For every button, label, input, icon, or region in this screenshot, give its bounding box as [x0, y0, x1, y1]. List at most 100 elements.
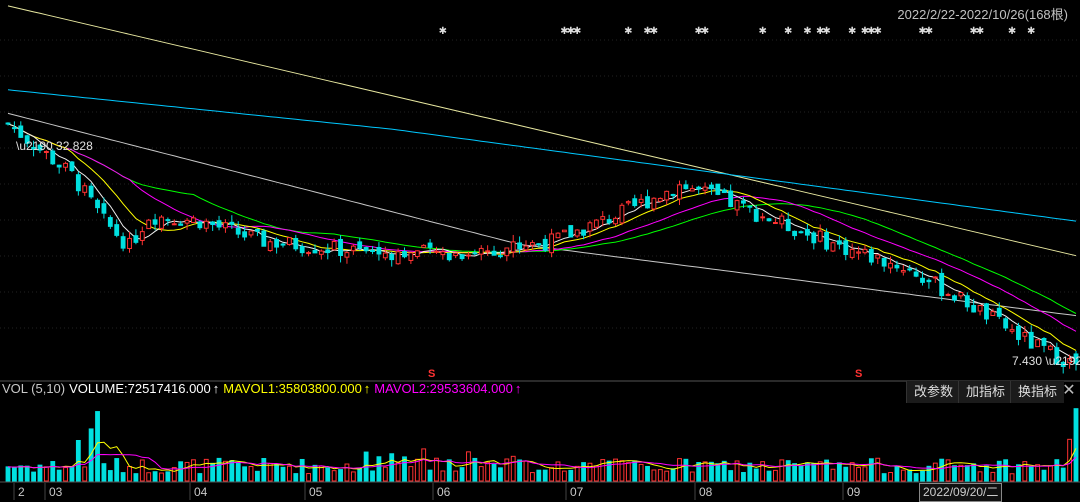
event-marker: ✱ — [867, 26, 875, 37]
candle-body — [1016, 325, 1021, 340]
volume-bar — [171, 467, 177, 482]
volume-bar — [702, 461, 708, 482]
candle-body — [952, 295, 957, 301]
volume-bar — [683, 458, 689, 482]
volume-bar — [932, 462, 938, 482]
volume-bar — [657, 469, 663, 482]
volume-bar — [338, 469, 343, 482]
date-range-label: 2022/2/22-2022/10/26(168根) — [897, 7, 1068, 22]
candle-body — [427, 242, 433, 248]
volume-bar — [977, 471, 983, 482]
event-marker: ✱ — [560, 26, 568, 37]
candle-body — [945, 293, 951, 296]
candle-body — [280, 243, 286, 246]
volume-bar — [197, 473, 203, 482]
volume-bar — [881, 473, 887, 482]
candle-body — [785, 218, 791, 232]
candle-body — [600, 216, 606, 220]
axis-label: 04 — [194, 485, 208, 499]
candle-body — [498, 255, 503, 258]
event-marker: ✱ — [567, 26, 575, 37]
volume-bar — [536, 469, 542, 482]
candle-body — [881, 257, 887, 267]
candle-body — [875, 254, 881, 259]
volume-bar — [63, 467, 68, 482]
candle-body — [459, 254, 465, 260]
volume-bar — [561, 470, 567, 482]
candle-body — [318, 250, 324, 255]
volume-bar — [466, 451, 471, 482]
volume-bar — [1041, 469, 1047, 482]
volume-bars — [5, 408, 1079, 482]
volume-bar — [568, 469, 574, 482]
candle-body — [312, 249, 318, 254]
volume-bar — [242, 466, 248, 482]
candle-body — [677, 184, 682, 200]
volume-bar — [945, 459, 951, 482]
add-indicator-button[interactable]: 加指标 — [958, 381, 1013, 403]
volume-bar — [427, 469, 433, 482]
candle-body — [1067, 357, 1073, 364]
candle-body — [990, 311, 996, 316]
volume-bar — [1016, 464, 1021, 482]
candle-body — [446, 252, 452, 261]
candle-body — [913, 271, 919, 277]
axis-label: 06 — [437, 485, 451, 499]
event-marker: ✱ — [874, 26, 882, 37]
volume-bar — [670, 468, 676, 482]
volume-bar — [804, 462, 810, 482]
candle-body — [510, 241, 516, 253]
candlesticks — [5, 121, 1079, 374]
candle-body — [811, 232, 817, 244]
candle-body — [139, 231, 145, 241]
close-icon[interactable]: ✕ — [1062, 382, 1076, 399]
candle-body — [824, 232, 830, 250]
candle-body — [817, 230, 823, 242]
event-marker: ✱ — [643, 26, 651, 37]
candle-body — [1022, 331, 1028, 337]
edit-params-button[interactable]: 改参数 — [906, 381, 961, 403]
volume-bar — [798, 465, 804, 482]
candle-body — [868, 248, 874, 263]
candle-body — [542, 238, 548, 251]
candle-body — [753, 209, 759, 222]
volume-bar — [312, 464, 318, 482]
volume-bar — [18, 465, 24, 482]
candle-body — [434, 250, 439, 253]
candle-body — [651, 197, 657, 210]
candle-body — [619, 204, 625, 224]
candle-body — [984, 303, 989, 320]
volume-bar — [1003, 459, 1009, 482]
candle-body — [696, 186, 702, 190]
high-price-label: \u2190 32.828 — [16, 139, 93, 153]
volume-bar — [715, 463, 721, 482]
volume-bar — [402, 456, 407, 482]
volume-bar — [939, 458, 945, 482]
candle-body — [587, 222, 593, 232]
candle-body — [645, 196, 650, 209]
candle-body — [69, 161, 75, 172]
candle-body — [43, 150, 49, 153]
volume-bar — [286, 465, 292, 482]
volume-bar — [376, 456, 382, 482]
candle-body — [766, 218, 772, 222]
switch-indicator-button[interactable]: 换指标 — [1010, 381, 1065, 403]
candle-body — [709, 184, 714, 190]
candle-body — [210, 221, 216, 225]
candle-body — [932, 276, 938, 279]
candle-body — [101, 203, 107, 214]
indicator-name[interactable]: VOL (5,10) — [2, 381, 66, 396]
ma20-line — [7, 123, 1077, 332]
candle-body — [478, 247, 484, 255]
volume-bar — [773, 469, 778, 482]
candle-body — [56, 164, 62, 168]
volume-bar — [293, 473, 299, 482]
candle-body — [402, 251, 407, 258]
candle-body — [389, 253, 395, 261]
event-marker: ✱ — [976, 26, 984, 37]
volume-bar — [382, 466, 388, 482]
event-marker: ✱ — [861, 26, 869, 37]
volume-bar — [766, 470, 772, 482]
candle-body — [728, 190, 734, 208]
